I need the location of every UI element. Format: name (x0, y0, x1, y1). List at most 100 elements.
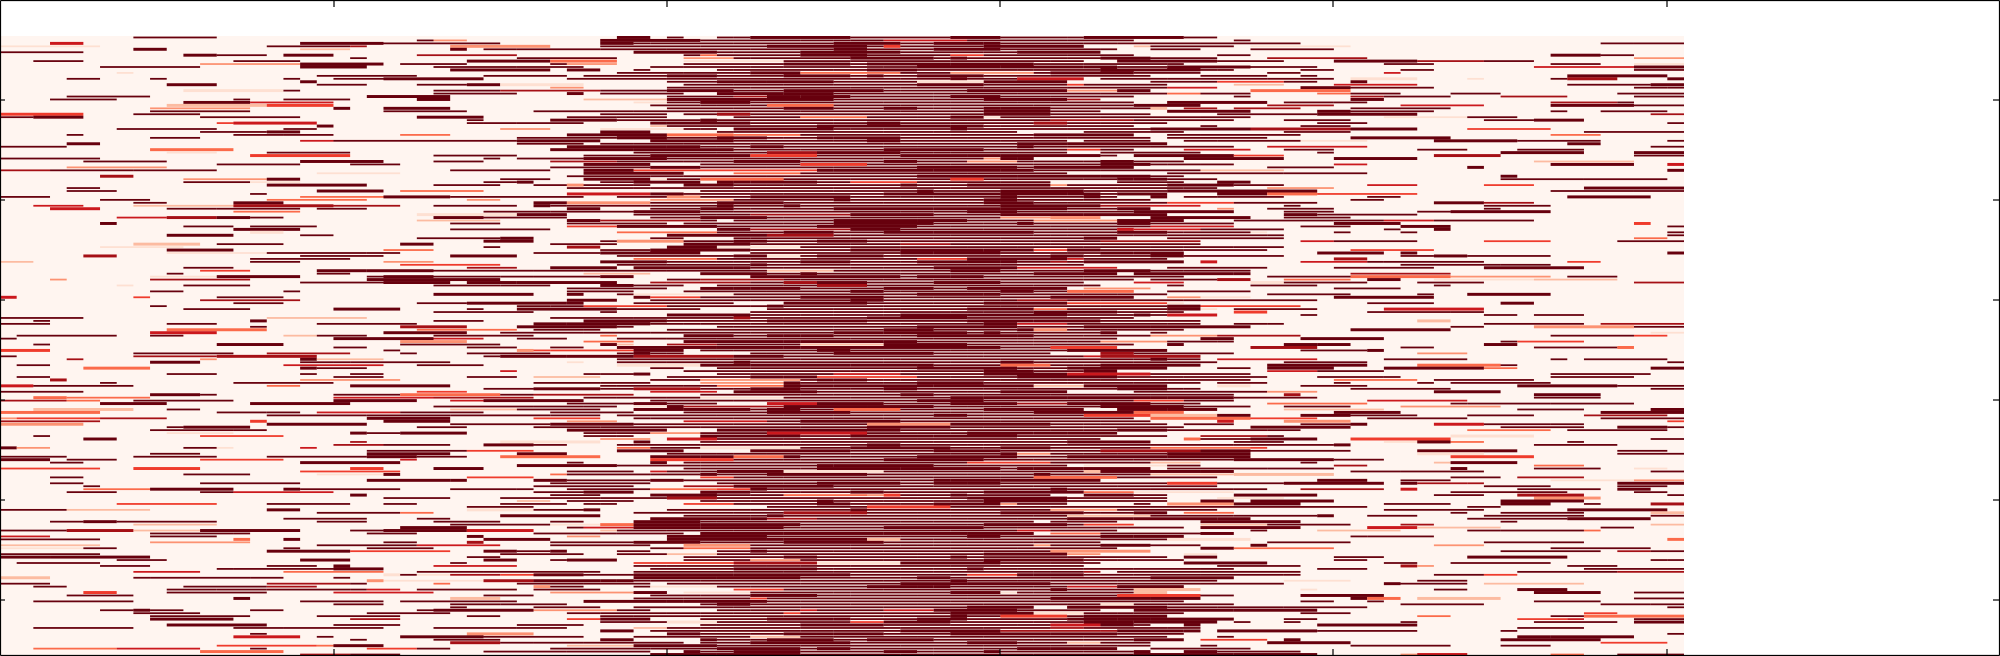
heatmap-cell (150, 278, 251, 281)
heatmap-cell (750, 228, 851, 231)
heatmap-cell (583, 405, 617, 408)
heatmap-cell (766, 190, 834, 192)
heatmap-cell (550, 494, 601, 496)
heatmap-cell (950, 62, 1034, 66)
heatmap-cell (1333, 556, 1384, 558)
heatmap-cell (850, 181, 918, 184)
heatmap-cell (1217, 69, 1234, 71)
heatmap-cell (1267, 363, 1368, 367)
heatmap-cell (950, 36, 1001, 39)
heatmap-cell (233, 227, 301, 231)
heatmap-cell (583, 74, 667, 77)
heatmap-cell (917, 325, 1018, 329)
heatmap-cell (1600, 417, 1684, 420)
heatmap-cell (766, 142, 817, 145)
heatmap-cell (967, 263, 1001, 266)
heatmap-cell (633, 293, 734, 296)
heatmap-cell (1167, 343, 1184, 346)
heatmap-cell (1167, 178, 1218, 181)
heatmap-cell (1600, 526, 1634, 529)
heatmap-cell (1050, 446, 1151, 449)
heatmap-cell (416, 390, 467, 393)
heatmap-cell (1167, 189, 1251, 193)
heatmap-cell (900, 299, 984, 302)
heatmap-cell (700, 190, 751, 192)
heatmap-cell (1117, 192, 1168, 196)
heatmap-cell (1500, 630, 1518, 632)
heatmap-cell (1217, 334, 1301, 337)
heatmap-cell (683, 485, 734, 488)
heatmap-cell (883, 148, 984, 152)
heatmap-cell (266, 411, 301, 414)
heatmap-cell (1167, 408, 1218, 411)
heatmap-cell (133, 352, 234, 355)
heatmap-cell (1083, 627, 1168, 629)
heatmap-cell (516, 348, 534, 352)
heatmap-cell (983, 248, 1034, 252)
heatmap-cell (1133, 511, 1168, 515)
heatmap-cell (716, 494, 751, 496)
heatmap-cell (1283, 204, 1301, 207)
heatmap-cell (500, 440, 601, 444)
heatmap-cell (933, 210, 968, 213)
heatmap-cell (700, 618, 767, 620)
heatmap-cell (116, 647, 201, 650)
heatmap-cell (1100, 630, 1118, 632)
heatmap-cell (1050, 627, 1084, 629)
heatmap-cell (1283, 579, 1351, 582)
heatmap-cell (1517, 408, 1584, 411)
heatmap-cell (1117, 66, 1168, 68)
heatmap-cell (1067, 289, 1134, 293)
heatmap-cell (833, 198, 851, 202)
heatmap-cell (383, 541, 417, 544)
heatmap-cell (1100, 511, 1134, 514)
heatmap-cell (1417, 281, 1484, 284)
heatmap-cell (700, 396, 784, 399)
heatmap-cell (716, 653, 801, 656)
heatmap-cell (316, 520, 367, 523)
heatmap-cell (1033, 308, 1068, 310)
heatmap-cell (183, 308, 251, 310)
heatmap-cell (266, 317, 367, 319)
heatmap-cell (1400, 69, 1434, 71)
heatmap-cell (1550, 635, 1634, 639)
heatmap-cell (616, 36, 651, 39)
heatmap-cell (650, 352, 667, 355)
heatmap-cell (666, 496, 717, 500)
heatmap-cell (233, 537, 251, 541)
heatmap-cell (1200, 308, 1218, 310)
heatmap-cell (516, 582, 584, 585)
heatmap-cell (400, 134, 451, 136)
heatmap-cell (800, 582, 901, 585)
heatmap-cell (1267, 390, 1318, 393)
heatmap-cell (883, 458, 984, 462)
heatmap-cell (716, 54, 801, 57)
heatmap-cell (1083, 36, 1184, 39)
heatmap-cell (833, 500, 884, 502)
heatmap-cell (1300, 413, 1351, 417)
heatmap-cell (900, 467, 1001, 470)
heatmap-cell (1117, 89, 1151, 93)
heatmap-cell (983, 322, 1018, 326)
heatmap-cell (450, 562, 467, 564)
heatmap-cell (716, 213, 751, 216)
heatmap-cell (700, 632, 751, 635)
heatmap-cell (967, 496, 1068, 500)
heatmap-cell (1000, 263, 1084, 266)
heatmap-cell (850, 234, 868, 237)
heatmap-cell (183, 181, 251, 184)
heatmap-cell (1150, 544, 1201, 547)
heatmap-cell (1400, 263, 1501, 266)
heatmap-cell (833, 638, 868, 641)
heatmap-cell (933, 47, 1001, 51)
heatmap-cell (733, 567, 817, 571)
heatmap-cell (1617, 425, 1668, 429)
heatmap-cell (583, 177, 651, 181)
heatmap-cell (1067, 83, 1084, 86)
heatmap-cell (883, 470, 918, 473)
heatmap-cell (500, 497, 601, 499)
heatmap-cell (1267, 187, 1334, 189)
heatmap-cell (833, 393, 901, 396)
heatmap-cell (867, 432, 918, 434)
heatmap-cell (967, 286, 1068, 290)
